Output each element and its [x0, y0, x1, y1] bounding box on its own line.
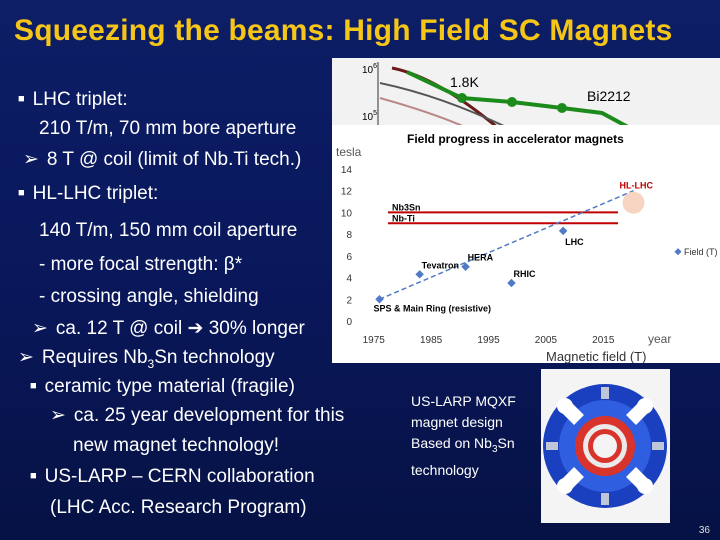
arrow-bullet-icon: ➢ [23, 149, 39, 170]
bullet-text: 8 T @ coil (limit of Nb.Ti tech.) [46, 149, 302, 170]
y-tick-label: 2 [346, 295, 352, 306]
arrow-bullet-icon: ➢ [32, 318, 48, 339]
lhc-spec: 210 T/m, 70 mm bore aperture [39, 118, 297, 139]
curve-green [406, 70, 653, 140]
label-18k: 1.8K [450, 74, 479, 90]
caption-line: Based on Nb3Sn [411, 433, 516, 460]
data-point [415, 270, 424, 279]
bore [593, 434, 617, 458]
bullet-text: ceramic type material (fragile) [44, 376, 295, 397]
collab-program: (LHC Acc. Research Program) [50, 497, 307, 518]
alignment-slots [546, 387, 664, 505]
magnet-cross-section-image [541, 369, 670, 523]
slide-title: Squeezing the beams: High Field SC Magne… [14, 14, 673, 47]
hl-lhc-glow [622, 191, 645, 214]
chart-title: Field progress in accelerator magnets [407, 132, 624, 146]
data-point [507, 278, 516, 288]
caption-text: Based on Nb [411, 435, 492, 451]
x-tick-label: 1985 [420, 335, 443, 346]
magnet-caption: US-LARP MQXF magnet design Based on Nb3S… [411, 391, 516, 481]
bullet-hl-lhc-triplet: ■ HL-LHC triplet: [18, 183, 158, 205]
corner-hole [557, 398, 573, 414]
bullet-ceramic: ■ ceramic type material (fragile) [30, 376, 295, 398]
bullet-square-icon: ■ [18, 187, 25, 199]
x-tick-label: 1975 [363, 335, 386, 346]
bullet-text: Sn technology [154, 347, 275, 368]
subscript: 3 [147, 356, 155, 371]
magnet-cross-section-drawing [543, 384, 667, 508]
y-tick-label: 12 [341, 187, 353, 198]
trend-line [379, 190, 634, 300]
corner-hole [637, 398, 653, 414]
caption-text: Sn [497, 435, 515, 451]
field-progress-figure: Field progress in accelerator magnets te… [332, 125, 720, 364]
data-point-label: SPS & Main Ring (resistive) [373, 303, 491, 313]
y-axis-label: tesla [336, 145, 362, 159]
data-point-label: HL-LHC [619, 181, 653, 191]
data-point-label: LHC [565, 237, 584, 247]
legend-label: Field (T) [684, 247, 718, 257]
limit-line-label: Nb-Ti [392, 213, 415, 223]
bullet-collab: ■ US-LARP – CERN collaboration [30, 466, 315, 488]
data-point [375, 295, 384, 304]
caption-line: technology [411, 461, 479, 478]
bullet-text: HL-LHC triplet: [32, 183, 159, 204]
bullet-lhc-triplet: ■ LHC triplet: [18, 89, 128, 111]
bullet-text: ca. 25 year development for this [73, 405, 345, 426]
critical-current-plot: 106 105 1.8K Bi2212 [362, 62, 653, 140]
label-bi2212: Bi2212 [587, 88, 631, 104]
x-axis-label: year [648, 332, 671, 346]
bullet-text: 30% longer [208, 318, 305, 339]
caption-line: US-LARP MQXF [411, 393, 516, 409]
tick-1e5: 105 [362, 110, 377, 123]
bullet-text: Requires Nb [41, 347, 148, 368]
arrow-bullet-icon: ➢ [18, 347, 34, 368]
lhc-limit: ➢ 8 T @ coil (limit of Nb.Ti tech.) [23, 148, 301, 171]
y-tick-label: 14 [341, 165, 353, 176]
y-tick-label: 10 [341, 208, 353, 219]
bullet-square-icon: ■ [30, 380, 37, 392]
hl-coil: ➢ ca. 12 T @ coil ➔ 30% longer [32, 317, 305, 340]
tick-1e6: 106 [362, 63, 377, 76]
caption-line: magnet design [411, 414, 503, 430]
y-tick-label: 4 [346, 274, 352, 285]
corner-hole [637, 478, 653, 494]
bullet-text: LHC triplet: [32, 89, 128, 110]
data-point [558, 226, 568, 236]
bullet-square-icon: ■ [30, 470, 37, 482]
green-point [557, 103, 567, 113]
y-tick-label: 8 [346, 230, 352, 241]
limit-line-label: Nb3Sn [392, 202, 421, 212]
subscript: 3 [491, 443, 498, 455]
data-point-label: HERA [468, 253, 494, 263]
hl-focal: - more focal strength: β* [39, 254, 243, 275]
bullet-text: ca. 12 T @ coil [55, 318, 183, 339]
bullet-square-icon: ■ [18, 93, 25, 105]
x-tick-label: 2015 [592, 335, 615, 346]
arrow-bullet-icon: ➢ [50, 405, 66, 426]
dev-line2: new magnet technology! [73, 435, 279, 456]
page-number: 36 [698, 525, 710, 536]
hl-crossing: - crossing angle, shielding [39, 286, 259, 307]
right-arrow-icon: ➔ [187, 318, 204, 339]
green-point [507, 97, 517, 107]
data-point [461, 262, 470, 271]
magnetic-field-label: Magnetic field (T) [546, 349, 646, 363]
corner-hole [557, 478, 573, 494]
dev-line1: ➢ ca. 25 year development for this [50, 404, 344, 427]
data-point-label: Tevatron [422, 260, 459, 270]
legend-marker [674, 248, 682, 256]
y-tick-label: 6 [346, 252, 352, 263]
green-point [457, 93, 467, 103]
data-point-label: RHIC [513, 269, 535, 279]
requires-nb3sn: ➢ Requires Nb3Sn technology [18, 346, 275, 371]
hl-spec: 140 T/m, 150 mm coil aperture [39, 220, 298, 241]
x-tick-label: 1995 [477, 335, 500, 346]
x-tick-label: 2005 [535, 335, 558, 346]
field-progress-chart: Field progress in accelerator magnets te… [336, 132, 718, 364]
bullet-text: US-LARP – CERN collaboration [44, 466, 315, 487]
y-tick-label: 0 [346, 317, 352, 328]
